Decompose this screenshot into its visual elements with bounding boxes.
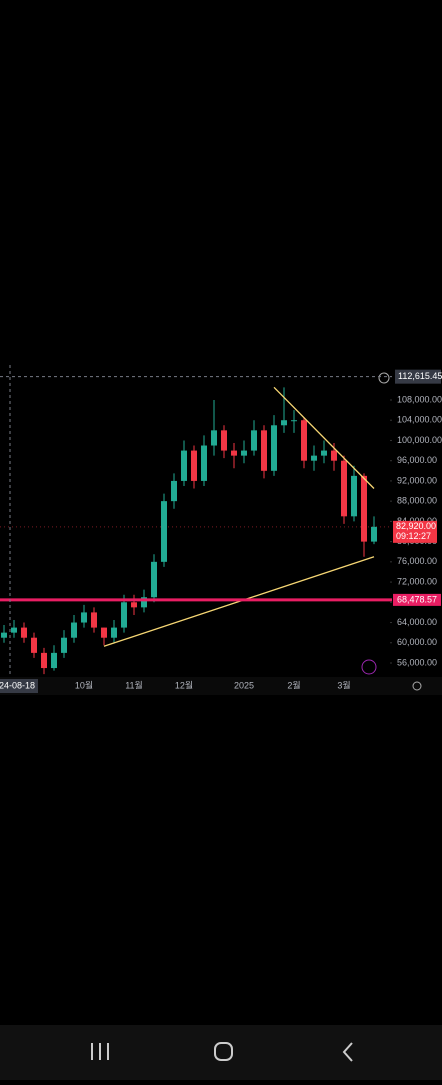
x-tick-label: 2월	[287, 679, 300, 690]
candle-body	[251, 430, 257, 451]
y-tick-label: 88,000.00	[397, 496, 437, 506]
countdown: 09:12:27	[396, 531, 431, 541]
candle-body	[171, 480, 177, 502]
candle-body	[101, 627, 107, 638]
candle-body	[291, 420, 297, 422]
home[interactable]	[214, 1042, 233, 1061]
time-axis	[0, 677, 442, 695]
candle-body	[211, 430, 217, 446]
last-price-label: 82,920.00	[396, 521, 436, 531]
hline-badge	[393, 593, 441, 606]
nav-bar	[0, 1025, 442, 1080]
candle-body	[221, 430, 227, 451]
y-tick-label: 76,000.00	[397, 556, 437, 566]
back[interactable]	[342, 1042, 353, 1062]
candle-body	[191, 450, 197, 481]
crosshair-price-badge	[395, 369, 441, 384]
y-tick-label: 84,000.00	[397, 516, 437, 526]
candle-body	[161, 501, 167, 562]
add-icon[interactable]	[378, 372, 390, 384]
crosshair-date-label: 2024-08-18	[0, 680, 35, 690]
candle-body	[241, 450, 247, 456]
nav-bg	[0, 1025, 442, 1080]
candle-body	[1, 632, 7, 638]
candle-body	[311, 455, 317, 461]
crosshair-price-label: 112,615.45	[398, 371, 442, 381]
candle-body	[31, 637, 37, 653]
candle-body	[111, 627, 117, 638]
y-tick-label: 64,000.00	[397, 617, 437, 627]
candle-body	[321, 450, 327, 456]
x-tick-label: 3월	[337, 679, 350, 690]
candle-body	[371, 526, 377, 542]
candle-body	[151, 561, 157, 598]
y-tick-label: 92,000.00	[397, 475, 437, 485]
y-tick-label: 96,000.00	[397, 455, 437, 465]
crosshair-date-badge	[0, 679, 38, 693]
last-price-badge	[393, 520, 437, 543]
candle-body	[41, 652, 47, 669]
candle-body	[81, 612, 87, 623]
candle-body	[131, 602, 137, 608]
recent-apps[interactable]	[91, 1043, 109, 1060]
y-tick-label: 100,000.00	[397, 435, 442, 445]
y-tick-label: 60,000.00	[397, 637, 437, 647]
candle-body	[201, 445, 207, 481]
x-tick-label: 10월	[75, 679, 93, 690]
y-tick-label: 72,000.00	[397, 576, 437, 586]
candle-body	[121, 602, 127, 628]
candle-body	[351, 475, 357, 517]
candle-body	[271, 425, 277, 471]
trendline	[103, 556, 375, 647]
candle-body	[61, 637, 67, 653]
candle-body	[331, 450, 337, 461]
y-tick-label: 104,000.00	[397, 415, 442, 425]
candle-body	[51, 652, 57, 669]
candle-body	[181, 450, 187, 481]
y-tick-label: 108,000.00	[397, 394, 442, 404]
x-tick-label: 11월	[125, 679, 143, 690]
x-tick-label: 2025	[234, 680, 254, 690]
candle-body	[91, 612, 97, 628]
candle-body	[361, 475, 367, 542]
candle-body	[301, 420, 307, 461]
hline-label: 68,478.57	[397, 594, 437, 604]
flash-icon[interactable]	[361, 659, 377, 675]
candle-body	[261, 430, 267, 471]
settings-icon[interactable]	[412, 681, 422, 691]
candle-body	[341, 460, 347, 517]
candle-body	[141, 597, 147, 608]
candle-body	[71, 622, 77, 638]
y-tick-label: 56,000.00	[397, 657, 437, 667]
candle-body	[231, 450, 237, 456]
candle-body	[281, 420, 287, 426]
candle-body	[21, 627, 27, 638]
trendline	[273, 386, 375, 489]
x-tick-label: 12월	[175, 679, 193, 690]
candle-body	[11, 627, 17, 633]
